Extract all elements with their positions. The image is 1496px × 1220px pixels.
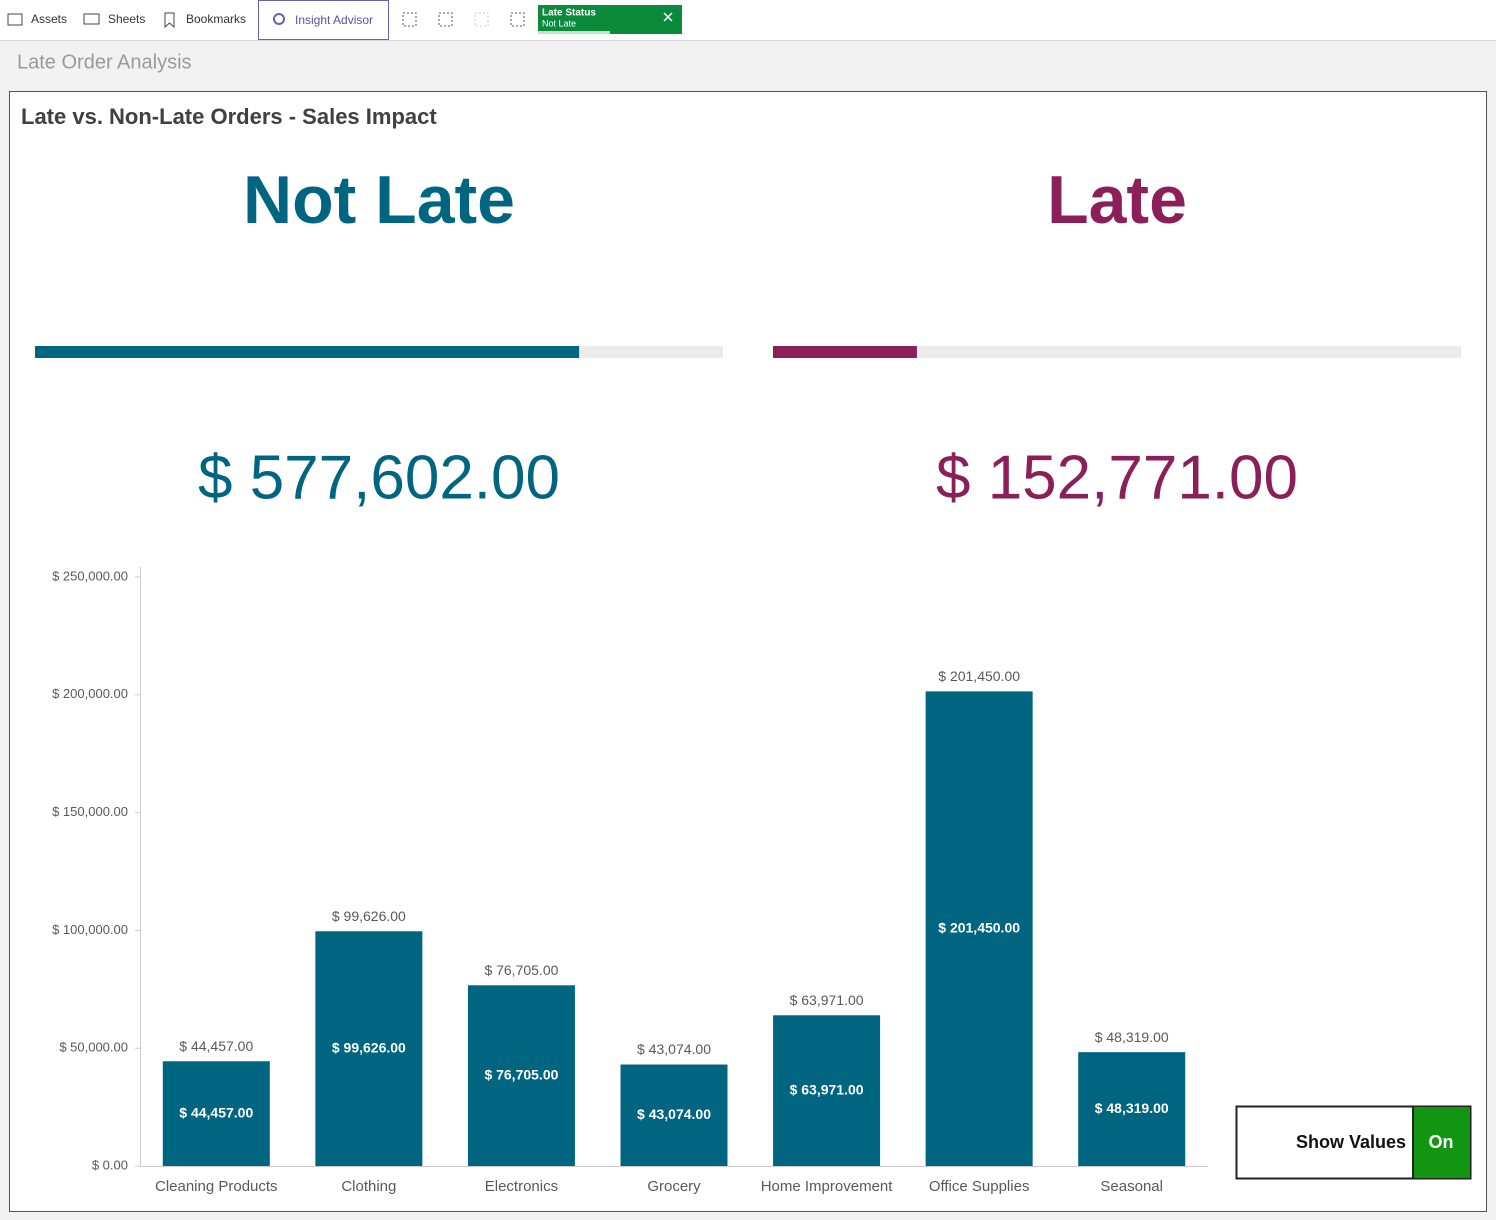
kpi-bar bbox=[773, 346, 917, 358]
sheets-button[interactable]: Sheets bbox=[83, 12, 145, 26]
icon bbox=[273, 13, 285, 25]
y-tick-label: $ 150,000.00 bbox=[52, 804, 128, 819]
icon bbox=[474, 12, 489, 27]
value-label: $ 99,626.00 bbox=[332, 908, 406, 924]
bookmarks-button[interactable]: Bookmarks bbox=[164, 12, 246, 29]
y-tick-label: $ 200,000.00 bbox=[52, 686, 128, 701]
filter-chip[interactable]: Late Status Not Late bbox=[538, 5, 682, 34]
x-tick-label: Seasonal bbox=[1100, 1178, 1163, 1195]
bar bbox=[773, 1015, 881, 1166]
kpi-label: Late bbox=[1047, 162, 1187, 238]
bar-inner-label: $ 44,457.00 bbox=[179, 1104, 253, 1120]
bar bbox=[925, 691, 1033, 1166]
filter-field: Late Status bbox=[542, 8, 596, 19]
bar-inner-label: $ 76,705.00 bbox=[484, 1066, 558, 1082]
y-tick-label: $ 100,000.00 bbox=[52, 922, 128, 937]
bar-inner-label: $ 99,626.00 bbox=[332, 1039, 406, 1055]
button-frame bbox=[258, 0, 389, 40]
bar bbox=[315, 931, 423, 1166]
bar-inner-label: $ 201,450.00 bbox=[938, 919, 1020, 935]
x-tick-label: Home Improvement bbox=[761, 1178, 894, 1195]
value-label: $ 76,705.00 bbox=[484, 962, 558, 978]
toggle-state: On bbox=[1429, 1132, 1454, 1152]
x-tick-label: Office Supplies bbox=[929, 1178, 1030, 1195]
toolbar-label: Bookmarks bbox=[186, 12, 246, 26]
toggle-label: Show Values bbox=[1296, 1132, 1406, 1152]
panel bbox=[9, 91, 1487, 1212]
toggle-state-bg bbox=[1413, 1107, 1470, 1178]
toolbar-label: Insight Advisor bbox=[295, 13, 373, 27]
y-tick-label: $ 250,000.00 bbox=[52, 568, 128, 583]
bar bbox=[162, 1061, 270, 1166]
value-label: $ 48,319.00 bbox=[1095, 1029, 1169, 1045]
bar-inner-label: $ 63,971.00 bbox=[790, 1081, 864, 1097]
kpi-value: $ 152,771.00 bbox=[936, 443, 1298, 512]
toolbar-label: Sheets bbox=[108, 12, 145, 26]
icon[interactable] bbox=[510, 12, 525, 27]
icon bbox=[83, 13, 100, 25]
sheet-title: Late Order Analysis bbox=[17, 51, 192, 73]
kpi-value: $ 577,602.00 bbox=[198, 443, 560, 512]
chip-bg bbox=[538, 5, 682, 34]
x-tick-label: Grocery bbox=[647, 1178, 701, 1195]
bar bbox=[1078, 1052, 1186, 1166]
clear-filter[interactable] bbox=[663, 12, 673, 22]
kpi-bar bbox=[35, 346, 580, 358]
kpi-track bbox=[773, 346, 1461, 358]
icon[interactable] bbox=[438, 12, 453, 27]
icon bbox=[164, 12, 175, 29]
x-tick-label: Clothing bbox=[341, 1178, 396, 1195]
bar-inner-label: $ 43,074.00 bbox=[637, 1106, 711, 1122]
value-label: $ 201,450.00 bbox=[938, 668, 1020, 684]
value-label: $ 44,457.00 bbox=[179, 1038, 253, 1054]
kpi-label: Not Late bbox=[243, 162, 515, 238]
value-label: $ 43,074.00 bbox=[637, 1041, 711, 1057]
x-tick-label: Cleaning Products bbox=[155, 1178, 278, 1195]
value-label: $ 63,971.00 bbox=[790, 992, 864, 1008]
toolbar bbox=[0, 0, 1496, 40]
icon[interactable] bbox=[402, 12, 417, 27]
toolbar-label: Assets bbox=[31, 12, 67, 26]
chip-bar bbox=[538, 31, 610, 34]
y-tick-label: $ 50,000.00 bbox=[59, 1040, 128, 1055]
y-tick-label: $ 0.00 bbox=[92, 1157, 128, 1172]
selection-tools bbox=[402, 12, 525, 27]
panel-title: Late vs. Non-Late Orders - Sales Impact bbox=[21, 104, 437, 129]
bar bbox=[620, 1064, 728, 1166]
icon bbox=[7, 13, 23, 26]
assets-button[interactable]: Assets bbox=[7, 12, 67, 26]
x-tick-label: Electronics bbox=[485, 1178, 558, 1195]
toggle[interactable]: Show Values On bbox=[1235, 1105, 1472, 1180]
filter-value: Not Late bbox=[542, 18, 576, 28]
bar bbox=[467, 985, 575, 1166]
bar-inner-label: $ 48,319.00 bbox=[1095, 1100, 1169, 1116]
insight-advisor-button[interactable]: Insight Advisor bbox=[258, 0, 389, 40]
